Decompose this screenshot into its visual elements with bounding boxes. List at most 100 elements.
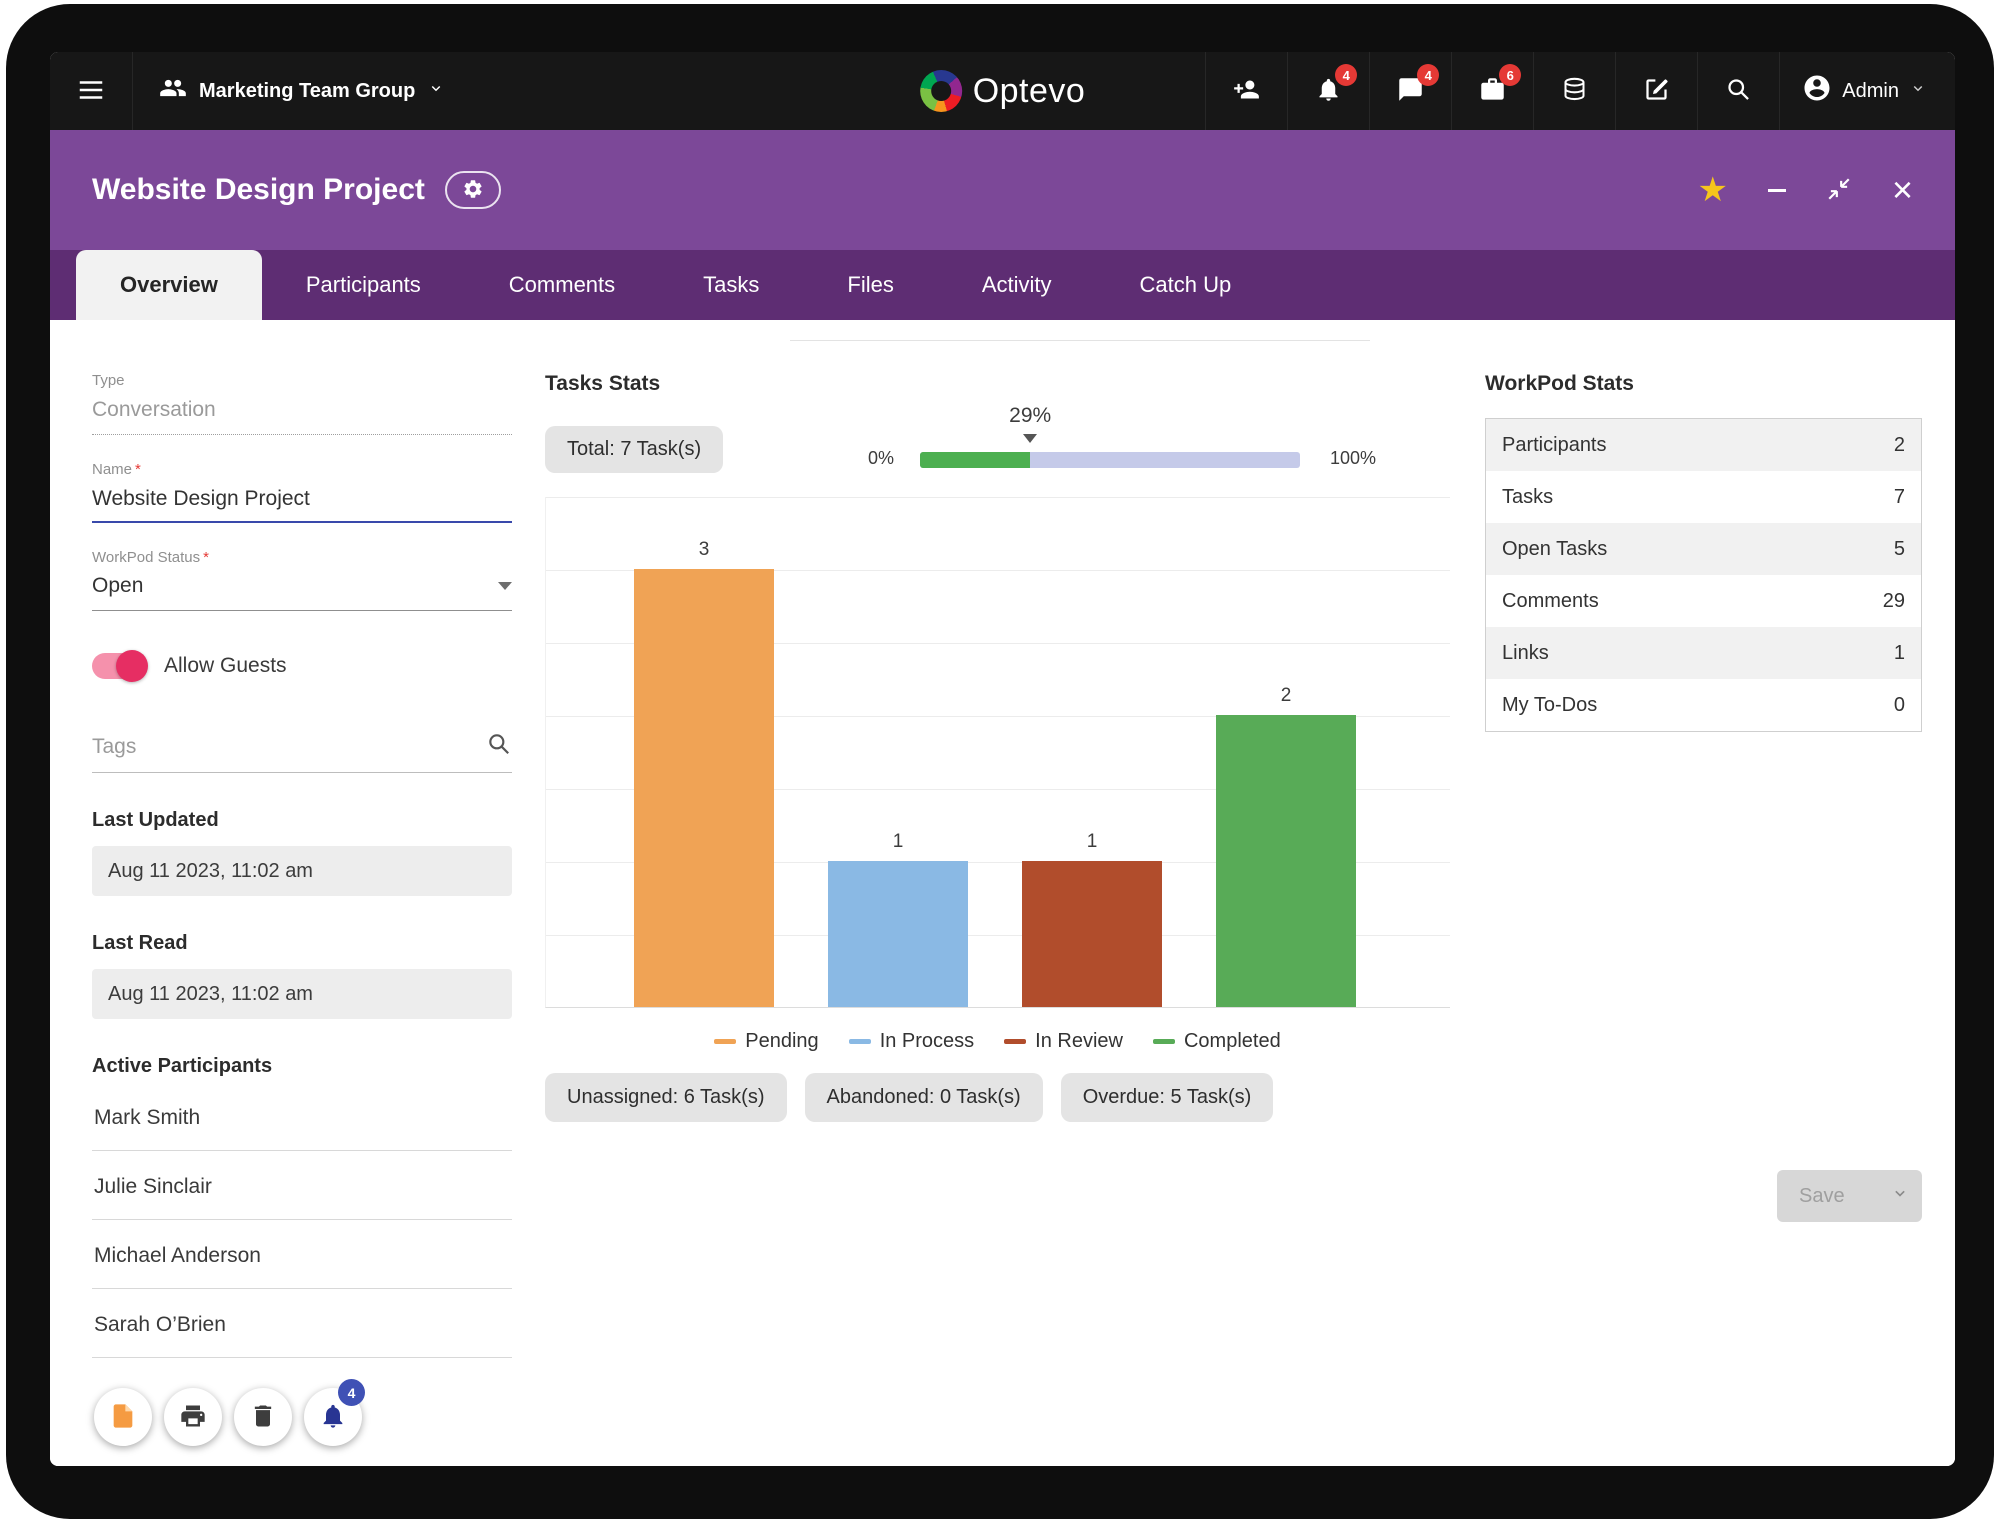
participant-item[interactable]: Julie Sinclair: [92, 1151, 512, 1220]
stats-row-tasks: Tasks 7: [1486, 471, 1921, 523]
stats-row-my-to-dos: My To-Dos 0: [1486, 679, 1921, 731]
chevron-down-icon: [1890, 1183, 1910, 1209]
bar-chart-plot: 3 1 1 2: [545, 497, 1450, 1008]
quick-actions-row: 4: [92, 1379, 512, 1446]
chevron-down-icon: [1909, 79, 1927, 103]
workpod-form: Type Conversation Name* WorkPod Status* …: [92, 320, 512, 1446]
workpod-status-select[interactable]: Open: [92, 574, 512, 611]
logo-icon: [919, 70, 962, 112]
total-tasks-pill: Total: 7 Task(s): [545, 426, 724, 473]
bell-icon: [1315, 76, 1342, 106]
messages-badge: 4: [1417, 64, 1440, 86]
workpod-status-value: Open: [92, 574, 144, 597]
stats-label: Comments: [1502, 589, 1599, 612]
logo-text: Optevo: [972, 71, 1086, 110]
chart-legend: Pending In Process In Review Completed: [545, 1030, 1450, 1053]
task-summary-pills: Unassigned: 6 Task(s) Abandoned: 0 Task(s…: [545, 1073, 1274, 1122]
group-icon: [159, 74, 187, 108]
progress-max-label: 100%: [1329, 448, 1376, 468]
workpod-window-actions: ★ ×: [1697, 171, 1913, 209]
workpod-stats-table: Participants 2 Tasks 7 Open Tasks 5 Comments 29…: [1485, 418, 1922, 732]
progress-fill: [920, 452, 1031, 468]
summary-pill: Overdue: 5 Task(s): [1060, 1073, 1274, 1122]
group-selector[interactable]: Marketing Team Group: [132, 52, 471, 130]
notify-badge: 4: [338, 1379, 365, 1406]
required-marker: *: [203, 549, 209, 566]
legend-swatch: [1152, 1039, 1175, 1044]
participant-item[interactable]: Sarah O’Brien: [92, 1289, 512, 1358]
last-read-value: Aug 11 2023, 11:02 am: [92, 969, 512, 1019]
delete-button[interactable]: [234, 1388, 292, 1446]
name-input[interactable]: [92, 487, 512, 523]
messages-button[interactable]: 4: [1369, 52, 1451, 130]
tab-participants[interactable]: Participants: [305, 272, 421, 297]
notifications-button[interactable]: 4: [1287, 52, 1369, 130]
workpod-settings-button[interactable]: [444, 171, 501, 209]
print-button[interactable]: [164, 1388, 222, 1446]
legend-item-pending: Pending: [714, 1030, 819, 1053]
legend-swatch: [848, 1039, 871, 1044]
stats-row-comments: Comments 29: [1486, 575, 1921, 627]
tags-input[interactable]: [92, 734, 486, 759]
allow-guests-toggle[interactable]: [92, 650, 148, 682]
hamburger-menu-button[interactable]: [50, 52, 132, 130]
save-button[interactable]: Save: [1777, 1170, 1922, 1222]
bar-completed: 2: [1216, 685, 1356, 1007]
notify-button[interactable]: 4: [304, 1379, 365, 1446]
collapse-icon: [1826, 176, 1852, 205]
notifications-badge: 4: [1335, 64, 1358, 86]
database-icon: [1561, 76, 1588, 106]
tasks-stats-panel: Tasks Stats Total: 7 Task(s) 29% 0% 100%…: [545, 320, 1450, 1466]
tab-overview[interactable]: Overview: [76, 250, 262, 320]
stats-value: 1: [1893, 641, 1905, 664]
stats-label: Open Tasks: [1502, 537, 1608, 560]
active-participants-label: Active Participants: [92, 1055, 273, 1077]
last-read-label: Last Read: [92, 932, 188, 954]
legend-label: In Process: [879, 1030, 975, 1052]
workpod-header: Website Design Project ★ ×: [50, 130, 1955, 250]
gear-icon: [462, 178, 484, 203]
collapse-button[interactable]: [1826, 176, 1852, 205]
participant-item[interactable]: Michael Anderson: [92, 1220, 512, 1289]
bar-in-review: 1: [1022, 831, 1162, 1007]
progress-caret-icon: [1023, 434, 1038, 443]
hamburger-icon: [76, 75, 106, 108]
search-button[interactable]: [1697, 52, 1779, 130]
chat-icon: [1397, 76, 1424, 106]
compose-button[interactable]: [1615, 52, 1697, 130]
stats-label: Participants: [1502, 433, 1607, 456]
document-button[interactable]: [94, 1388, 152, 1446]
minimize-button[interactable]: [1767, 188, 1786, 192]
stats-value: 0: [1893, 693, 1905, 716]
close-button[interactable]: ×: [1892, 171, 1913, 207]
briefcase-icon: [1479, 76, 1506, 106]
legend-item-completed: Completed: [1152, 1030, 1281, 1053]
add-person-button[interactable]: [1205, 52, 1287, 130]
workpod-stats-panel: WorkPod Stats Participants 2 Tasks 7 Open Ta…: [1485, 320, 1922, 1466]
legend-label: Pending: [745, 1030, 819, 1052]
account-icon: [1802, 73, 1832, 109]
stats-row-participants: Participants 2: [1486, 419, 1921, 471]
search-icon[interactable]: [486, 731, 512, 762]
tab-tasks[interactable]: Tasks: [703, 272, 760, 297]
database-button[interactable]: [1533, 52, 1615, 130]
top-app-bar: Marketing Team Group Optevo: [50, 52, 1955, 130]
compose-icon: [1643, 76, 1670, 106]
tab-files[interactable]: Files: [847, 272, 894, 297]
tab-activity[interactable]: Activity: [981, 272, 1052, 297]
participant-item[interactable]: Mark Smith: [92, 1082, 512, 1151]
required-marker: *: [135, 461, 141, 478]
save-label: Save: [1799, 1184, 1845, 1207]
admin-menu[interactable]: Admin: [1779, 52, 1955, 130]
tags-field: [92, 731, 512, 773]
favorite-star-icon[interactable]: ★: [1697, 171, 1728, 209]
workpod-stats-title: WorkPod Stats: [1485, 372, 1634, 395]
stats-value: 2: [1893, 433, 1905, 456]
name-label: Name: [92, 461, 133, 478]
tab-comments[interactable]: Comments: [508, 272, 616, 297]
workpods-button[interactable]: 6: [1451, 52, 1533, 130]
allow-guests-row: Allow Guests: [92, 650, 512, 682]
summary-pill: Abandoned: 0 Task(s): [804, 1073, 1043, 1122]
tab-catch-up[interactable]: Catch Up: [1139, 272, 1232, 297]
minimize-icon: [1767, 188, 1786, 192]
